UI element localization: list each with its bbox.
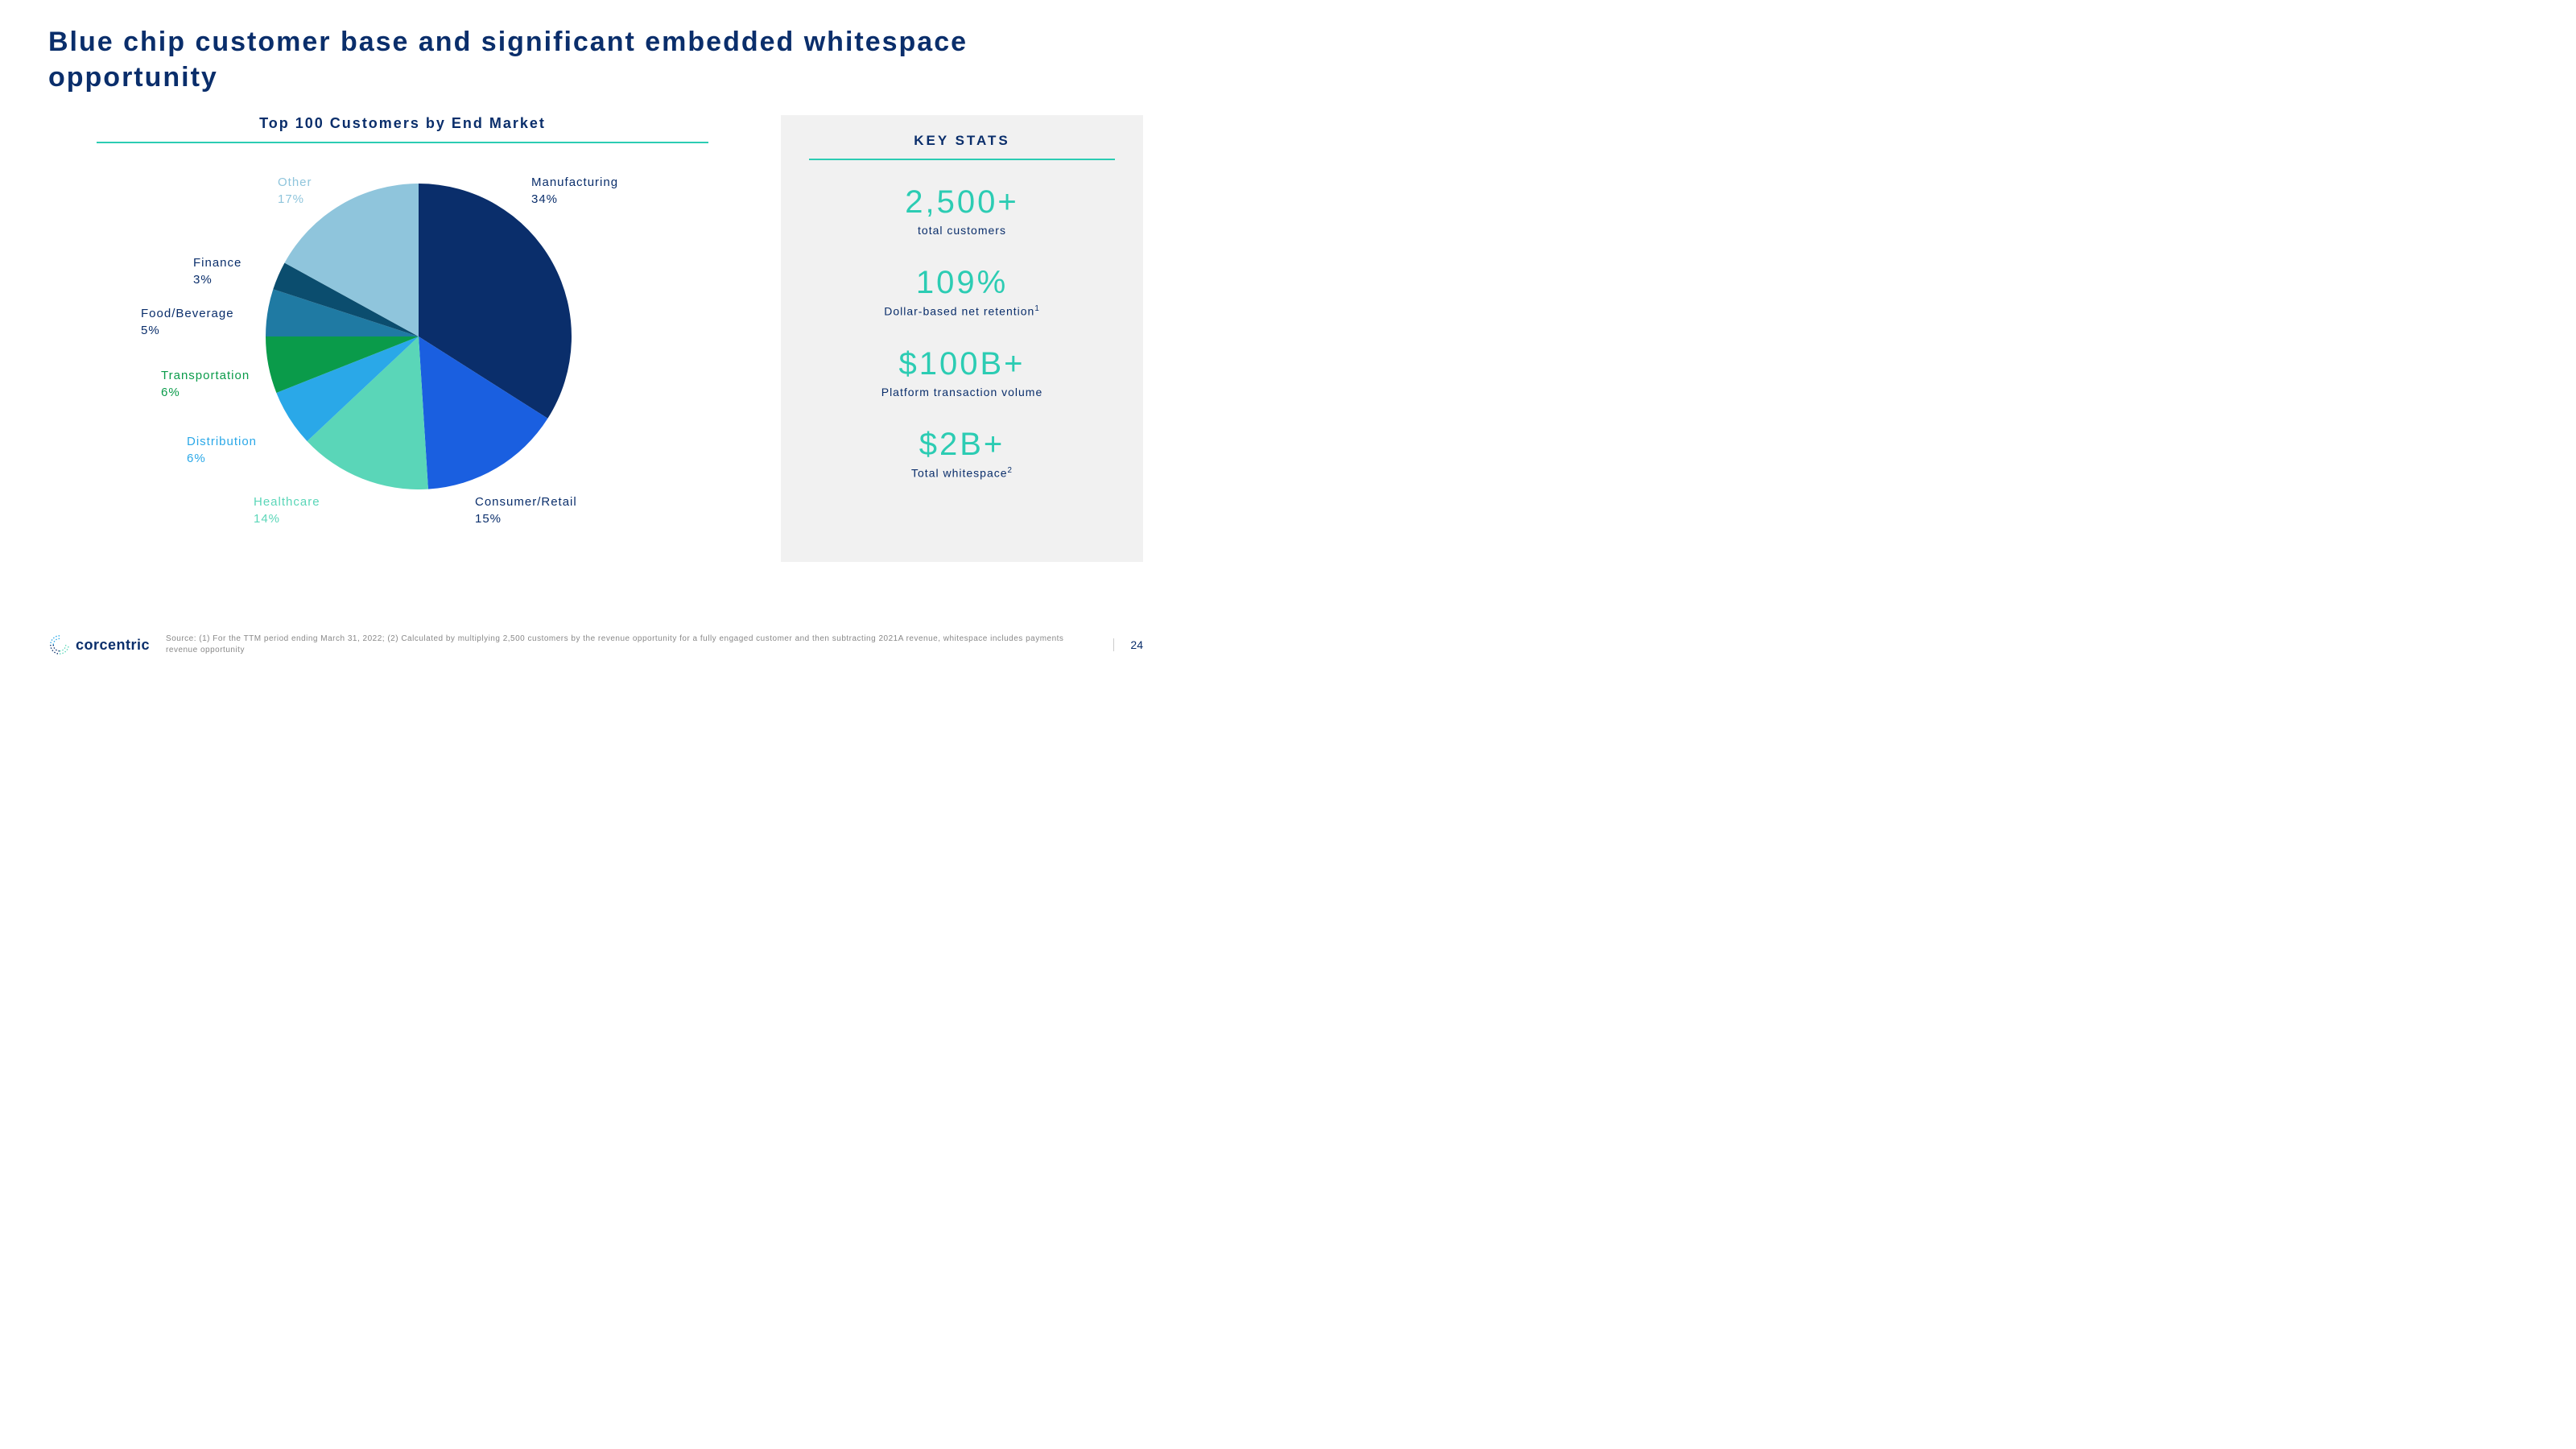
slice-label-healthcare: Healthcare14% <box>254 493 320 527</box>
stat-item: 2,500+ total customers <box>809 184 1115 237</box>
chart-title: Top 100 Customers by End Market <box>97 115 708 143</box>
slice-label-finance: Finance3% <box>193 254 242 288</box>
stat-value: $100B+ <box>809 346 1115 382</box>
logo-icon <box>48 634 71 656</box>
slice-label-distribution: Distribution6% <box>187 433 257 467</box>
stat-value: $2B+ <box>809 427 1115 463</box>
slice-label-other: Other17% <box>278 174 312 208</box>
page-number: 24 <box>1113 638 1143 651</box>
stats-header: KEY STATS <box>809 133 1115 160</box>
pie-chart <box>266 184 572 489</box>
logo-text: corcentric <box>76 637 150 654</box>
stat-label: Total whitespace2 <box>809 466 1115 480</box>
slide-title: Blue chip customer base and significant … <box>48 24 1143 95</box>
slice-label-transportation: Transportation6% <box>161 367 250 401</box>
footer: corcentric Source: (1) For the TTM perio… <box>48 634 1143 656</box>
logo: corcentric <box>48 634 150 656</box>
pie-container: Manufacturing34% Consumer/Retail15% Health… <box>97 159 708 562</box>
stat-item: $2B+ Total whitespace2 <box>809 427 1115 480</box>
key-stats-panel: KEY STATS 2,500+ total customers 109% Dolla… <box>781 115 1143 562</box>
stat-label: Dollar-based net retention1 <box>809 304 1115 318</box>
stat-label: Platform transaction volume <box>809 386 1115 398</box>
stat-item: $100B+ Platform transaction volume <box>809 346 1115 398</box>
pie-chart-section: Top 100 Customers by End Market Manufact… <box>48 115 757 562</box>
stat-value: 109% <box>809 265 1115 301</box>
stat-value: 2,500+ <box>809 184 1115 221</box>
stat-item: 109% Dollar-based net retention1 <box>809 265 1115 318</box>
slice-label-food-beverage: Food/Beverage5% <box>141 305 234 339</box>
stat-label: total customers <box>809 224 1115 237</box>
slice-label-consumer-retail: Consumer/Retail15% <box>475 493 577 527</box>
slice-label-manufacturing: Manufacturing34% <box>531 174 618 208</box>
source-text: Source: (1) For the TTM period ending Ma… <box>166 634 1097 656</box>
